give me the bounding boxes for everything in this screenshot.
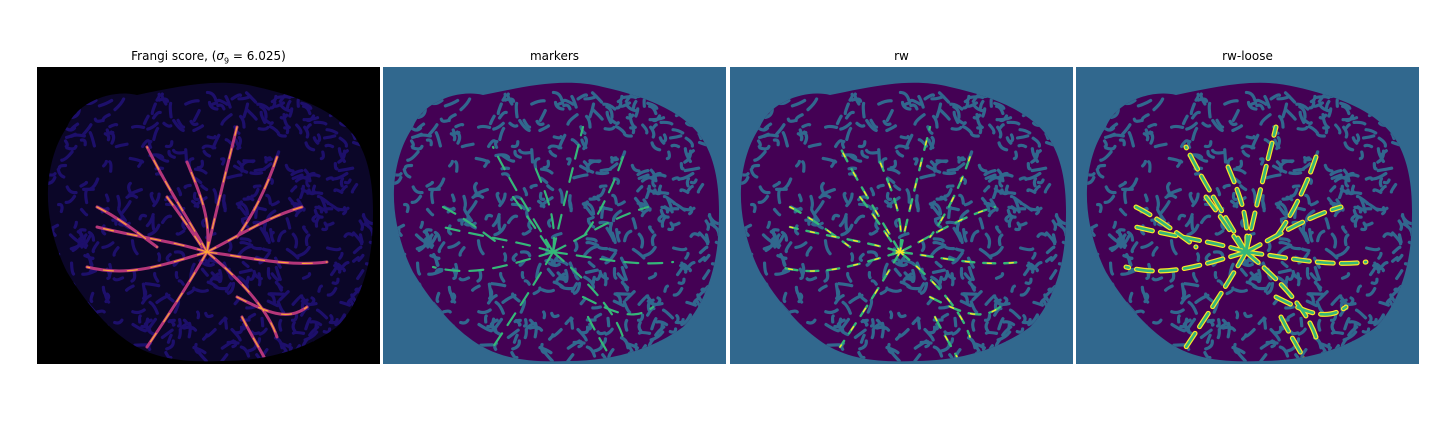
sigma-symbol: σ: [216, 49, 225, 63]
rw-loose-image: [1076, 67, 1419, 364]
frangi-title-suffix: = 6.025): [229, 49, 286, 63]
tissue-region: [1086, 82, 1413, 362]
panel-title-frangi: Frangi score, (σ9 = 6.025): [37, 49, 380, 65]
sigma-subscript: 9: [224, 56, 230, 66]
tissue-region: [740, 82, 1067, 362]
panel-title-rw: rw: [894, 49, 909, 63]
markers-image: [383, 67, 726, 364]
frangi-title-prefix: Frangi score, (: [131, 49, 217, 63]
frangi-image-canvas: [37, 67, 380, 364]
rw-loose-image-canvas: [1076, 67, 1419, 364]
markers-image-canvas: [383, 67, 726, 364]
marker-vessels: [431, 125, 675, 362]
tissue-region: [47, 82, 374, 362]
tissue-region: [393, 82, 720, 362]
frangi-image: [37, 67, 380, 364]
rw-vessel-edges: [779, 126, 1021, 362]
rw-image: [730, 67, 1073, 364]
panel-title-markers: markers: [529, 49, 580, 63]
rw-loose-vessels: [1124, 125, 1368, 362]
panel-title-rw-loose: rw-loose: [1222, 49, 1273, 63]
rw-image-canvas: [730, 67, 1073, 364]
